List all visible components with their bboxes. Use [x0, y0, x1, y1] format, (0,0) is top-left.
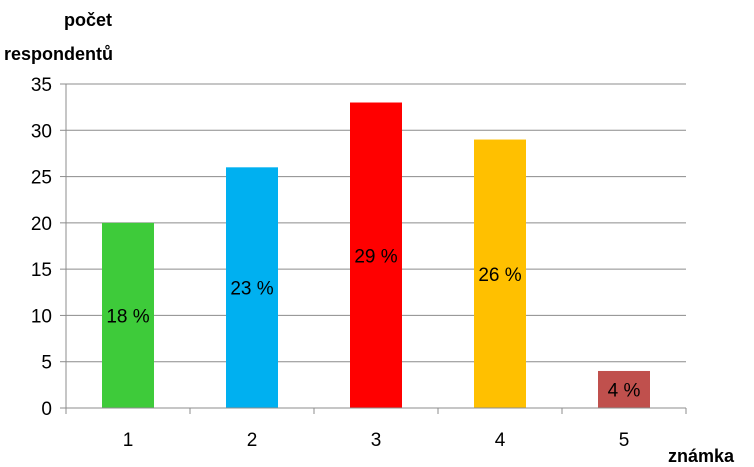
bar-3: [350, 102, 402, 408]
data-label-2: 23 %: [230, 279, 273, 300]
y-axis-title-line2: respondentů: [4, 44, 113, 64]
data-labels: 18 % 23 % 29 % 26 % 4 %: [106, 246, 640, 401]
bar-1: [102, 222, 154, 408]
bars: [102, 102, 650, 409]
y-tick-label: 15: [31, 260, 52, 281]
x-tick-label: 3: [371, 430, 382, 451]
bar-5: [598, 370, 650, 408]
x-tick-label: 1: [123, 430, 134, 451]
x-tick-label: 2: [247, 430, 258, 451]
y-tick-label: 25: [31, 168, 52, 189]
data-label-3: 29 %: [354, 246, 397, 267]
bar-2: [226, 167, 278, 408]
x-axis-title: známka: [668, 446, 735, 466]
x-tick-label: 5: [619, 430, 630, 451]
data-label-4: 26 %: [478, 265, 521, 286]
y-tick-label: 30: [31, 121, 52, 142]
y-axis-title-line1: počet: [64, 10, 112, 30]
data-label-1: 18 %: [106, 306, 149, 327]
axes: 0 5 10 15 20 25 30 35 1 2 3 4 5: [31, 75, 687, 451]
data-label-5: 4 %: [608, 380, 641, 401]
y-tick-label: 20: [31, 214, 52, 235]
y-tick-label: 35: [31, 75, 52, 96]
y-tick-label: 10: [31, 306, 52, 327]
y-tick-label: 5: [41, 353, 52, 374]
y-tick-label: 0: [41, 399, 52, 420]
x-tick-label: 4: [495, 430, 506, 451]
bar-4: [474, 139, 526, 409]
